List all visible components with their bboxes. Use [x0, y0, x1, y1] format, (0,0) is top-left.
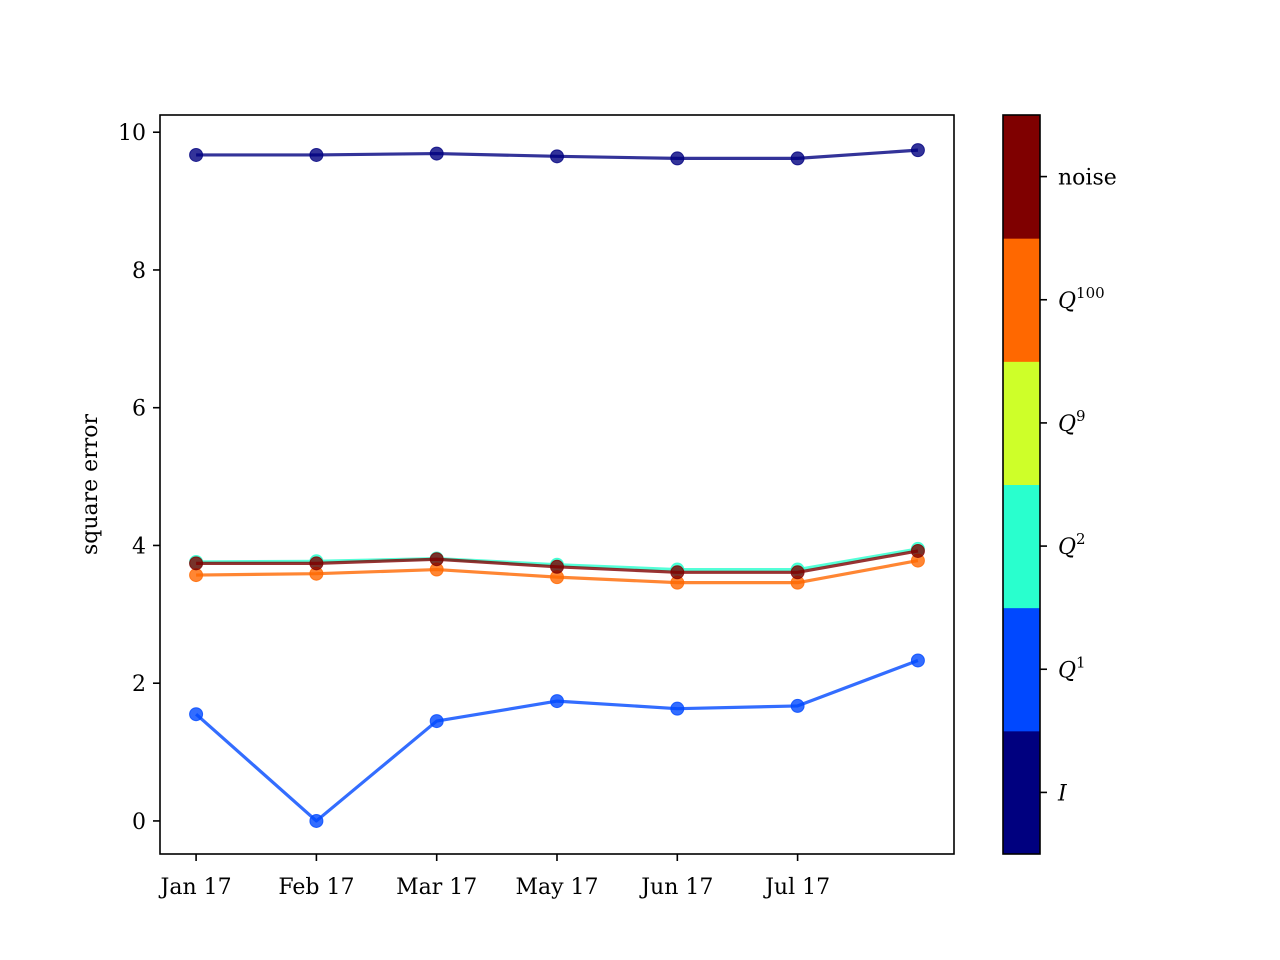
- data-point: [910, 653, 925, 668]
- data-point: [309, 556, 324, 571]
- data-point: [550, 694, 564, 709]
- colorbar: I Q1 Q2 Q9 Q100 noise: [1002, 114, 1117, 855]
- data-point: [309, 147, 324, 162]
- x-tick-label: Mar 17: [396, 875, 477, 900]
- data-point: [309, 813, 324, 828]
- colorbar-segment: [1003, 238, 1040, 362]
- data-point: [429, 714, 444, 729]
- data-point: [790, 698, 805, 713]
- colorbar-segment: [1003, 361, 1040, 485]
- y-tick-label: 4: [132, 534, 146, 559]
- colorbar-label: Q1: [1058, 653, 1086, 683]
- colorbar-label: noise: [1058, 166, 1117, 191]
- data-point: [189, 556, 204, 571]
- colorbar-frame: [1002, 114, 1041, 855]
- data-point: [189, 147, 204, 162]
- colorbar-segment: [1003, 607, 1040, 732]
- y-tick-label: 6: [132, 397, 146, 422]
- x-tick-label: May 17: [515, 875, 598, 900]
- x-axis: Jan 17 Feb 17 Mar 17 May 17 Jun 17 Jul 17: [159, 854, 830, 900]
- data-point: [670, 701, 685, 716]
- data-point: [550, 149, 564, 164]
- data-point: [550, 559, 564, 574]
- series-4: [189, 543, 925, 580]
- data-point: [910, 543, 925, 558]
- data-point: [429, 552, 444, 567]
- y-tick-label: 10: [118, 121, 146, 146]
- data-point: [189, 707, 204, 722]
- x-tick-label: Feb 17: [278, 875, 354, 900]
- colorbar-label: Q2: [1058, 530, 1086, 560]
- colorbar-segment: [1003, 484, 1040, 609]
- series-layer: [189, 143, 925, 828]
- data-point: [790, 151, 805, 166]
- colorbar-label: Q100: [1058, 284, 1105, 314]
- colorbar-segment: [1003, 115, 1040, 239]
- x-tick-label: Jul 17: [763, 875, 830, 900]
- data-point: [790, 565, 805, 580]
- data-point: [429, 146, 444, 161]
- series-3: [189, 553, 925, 590]
- series-0: [189, 143, 925, 166]
- data-point: [670, 151, 685, 166]
- colorbar-label: I: [1057, 781, 1068, 806]
- data-point: [670, 565, 685, 580]
- y-axis-label: square error: [78, 414, 103, 555]
- colorbar-segment: [1003, 730, 1040, 855]
- x-tick-label: Jan 17: [159, 875, 232, 900]
- data-point: [910, 143, 925, 158]
- y-tick-label: 8: [132, 259, 146, 284]
- colorbar-label: Q9: [1058, 407, 1086, 437]
- series-1: [189, 653, 925, 828]
- data-point: [189, 568, 204, 583]
- y-tick-label: 2: [132, 672, 146, 697]
- x-tick-label: Jun 17: [639, 875, 713, 900]
- y-axis: 0 2 4 6 8 10: [118, 121, 160, 835]
- y-tick-label: 0: [132, 810, 146, 835]
